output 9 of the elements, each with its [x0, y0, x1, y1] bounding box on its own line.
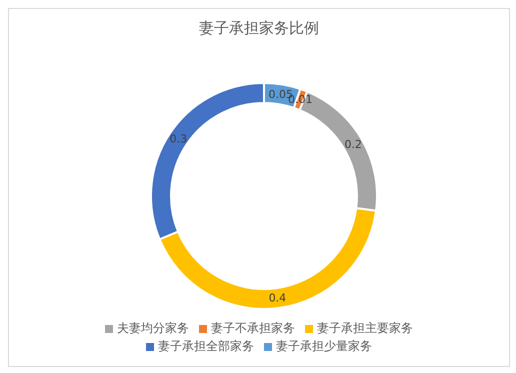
chart-title: 妻子承担家务比例	[198, 18, 320, 39]
legend-label: 妻子承担主要家务	[317, 321, 413, 335]
data-label: 0.2	[344, 138, 362, 151]
legend-label: 妻子不承担家务	[211, 321, 295, 335]
data-label: 0.3	[170, 132, 188, 146]
legend-label: 妻子承担少量家务	[276, 339, 372, 353]
data-label: 0.4	[268, 292, 286, 305]
legend-label: 夫妻均分家务	[117, 321, 189, 335]
legend-label: 妻子承担全部家务	[158, 339, 254, 353]
